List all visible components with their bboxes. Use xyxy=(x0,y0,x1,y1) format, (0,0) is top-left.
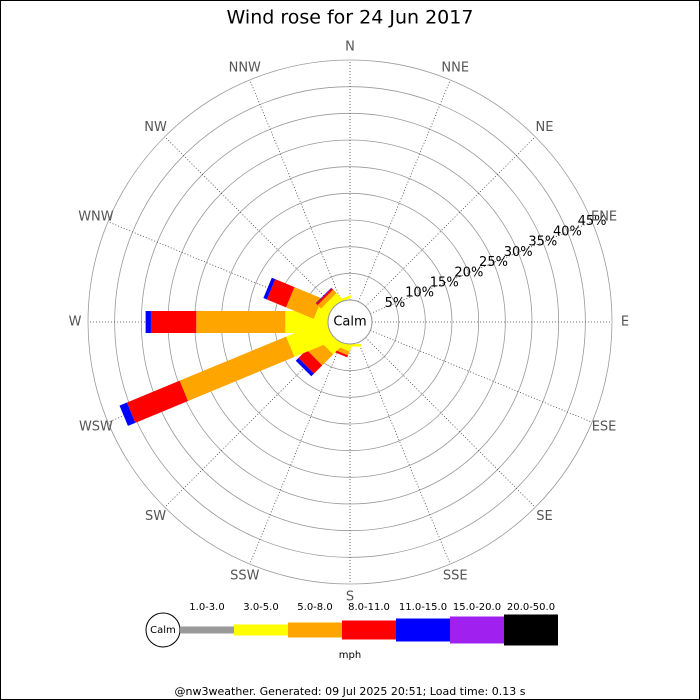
legend-calm-label: Calm xyxy=(150,625,176,636)
bar-segment xyxy=(316,288,334,306)
direction-label: WNW xyxy=(78,209,114,224)
calm-circle xyxy=(327,299,373,345)
r-tick-label: 15% xyxy=(430,275,459,290)
footer: @nw3weather. Generated: 09 Jul 2025 20:5… xyxy=(175,685,526,698)
bar-segment xyxy=(145,311,151,333)
bar-segment xyxy=(266,279,295,308)
r-tick-label: 5% xyxy=(385,296,406,311)
chart-title: Wind rose for 24 Jun 2017 xyxy=(227,7,474,29)
r-tick-label: 25% xyxy=(479,255,508,270)
calm-label: Calm xyxy=(333,315,366,330)
spoke xyxy=(365,337,536,508)
spoke xyxy=(358,79,451,302)
spoke xyxy=(370,330,593,423)
direction-label: ESE xyxy=(592,420,617,435)
legend-label: 15.0-20.0 xyxy=(453,602,501,613)
r-tick-label: 35% xyxy=(528,235,557,250)
direction-label: SW xyxy=(145,509,166,524)
direction-label: NNW xyxy=(229,60,261,75)
direction-label: NE xyxy=(535,120,553,135)
spoke xyxy=(365,136,536,307)
legend-label: 1.0-3.0 xyxy=(189,602,224,613)
legend-label: 8.0-11.0 xyxy=(348,602,390,613)
spoke xyxy=(249,342,342,565)
legend-label: 11.0-15.0 xyxy=(399,602,447,613)
r-tick-label: 20% xyxy=(454,265,483,280)
bar-segment xyxy=(263,277,276,300)
legend-swatch xyxy=(450,616,504,644)
legend-title: mph xyxy=(339,650,361,661)
r-tick-label: 30% xyxy=(504,245,533,260)
direction-label: N xyxy=(345,40,355,55)
bar-segment xyxy=(295,358,314,377)
bar-segment xyxy=(315,287,332,304)
direction-label: NW xyxy=(144,120,167,135)
spoke xyxy=(370,221,593,314)
r-tick-label: 10% xyxy=(405,286,434,301)
legend-swatch xyxy=(234,624,288,636)
direction-label: SE xyxy=(536,509,552,524)
direction-label: NNE xyxy=(441,60,469,75)
spoke xyxy=(249,79,342,302)
legend-swatch xyxy=(342,620,396,640)
bar-segment xyxy=(298,349,323,374)
direction-label: S xyxy=(346,590,354,605)
direction-label: WSW xyxy=(79,420,113,435)
direction-label: SSW xyxy=(230,569,260,584)
bar-segment xyxy=(330,295,352,306)
r-tick-label: 40% xyxy=(553,224,582,239)
legend-label: 5.0-8.0 xyxy=(297,602,332,613)
direction-label: E xyxy=(621,315,629,330)
bar-segment xyxy=(286,287,323,319)
bar-segment xyxy=(196,311,286,333)
bar-segment xyxy=(317,289,337,309)
r-tick-label: 45% xyxy=(578,214,607,229)
spoke xyxy=(358,342,451,565)
legend-swatch xyxy=(504,614,558,646)
direction-label: W xyxy=(69,315,82,330)
bar-segment xyxy=(119,402,136,426)
bar-segment xyxy=(150,311,197,333)
bar-segment xyxy=(179,336,295,401)
legend-swatch xyxy=(396,618,450,642)
direction-label: SSE xyxy=(443,569,468,584)
legend-swatch xyxy=(180,626,234,634)
direction-label: ENE xyxy=(591,209,617,224)
grid-ring xyxy=(87,59,613,585)
spoke xyxy=(164,136,335,307)
legend-label: 3.0-5.0 xyxy=(243,602,278,613)
legend-label: 20.0-50.0 xyxy=(507,602,555,613)
bar-segment xyxy=(126,380,189,423)
legend-swatch xyxy=(288,622,342,638)
